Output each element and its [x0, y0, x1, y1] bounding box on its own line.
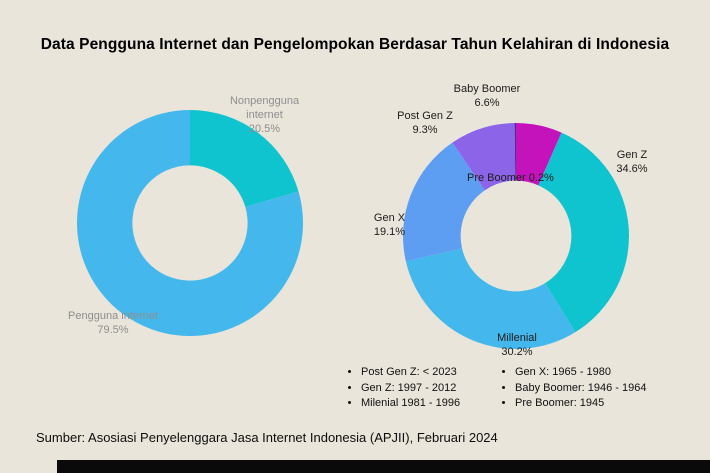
label-pengguna-pct: 79.5%: [97, 324, 129, 336]
label-millenial: Millenial 30.2%: [487, 331, 547, 359]
slice-pengguna-internet: [77, 110, 303, 336]
label-nonpengguna-internet: Nonpengguna internet 20.5%: [212, 94, 317, 136]
slice-gen-z: [538, 132, 629, 333]
slice-millenial: [405, 248, 576, 349]
label-nonpengguna-pct: 20.5%: [248, 123, 281, 135]
legend-item-gen-z: Gen Z: 1997 - 2012: [361, 382, 460, 395]
label-gen-x: Gen X 19.1%: [362, 211, 417, 239]
slice-pre-boomer: [514, 123, 516, 181]
legend-item-pre-boomer: Pre Boomer: 1945: [515, 397, 646, 410]
label-gen-x-name: Gen X: [373, 212, 406, 224]
label-gen-z-pct: 34.6%: [616, 163, 648, 175]
label-pengguna-name: Pengguna internet: [68, 310, 158, 322]
label-pre-boomer-pct: 0.2%: [528, 172, 554, 184]
legend-item-baby-boomer: Baby Boomer: 1946 - 1964: [515, 382, 646, 395]
label-gen-x-pct: 19.1%: [373, 226, 406, 238]
label-baby-boomer-name: Baby Boomer: [453, 83, 521, 95]
label-post-gen-z: Post Gen Z 9.3%: [394, 109, 456, 137]
label-pengguna-internet: Pengguna internet 79.5%: [58, 309, 168, 337]
bottom-bar: [57, 460, 710, 473]
label-millenial-pct: 30.2%: [501, 346, 533, 358]
legend-item-post-gen-z: Post Gen Z: < 2023: [361, 366, 460, 379]
donut-chart-internet-users: [77, 110, 303, 336]
legend-column-2: Gen X: 1965 - 1980 Baby Boomer: 1946 - 1…: [500, 366, 646, 413]
label-gen-z: Gen Z 34.6%: [603, 148, 661, 176]
source-citation: Sumber: Asosiasi Penyelenggara Jasa Inte…: [36, 430, 498, 445]
slice-baby-boomer: [516, 123, 562, 186]
slice-nonpengguna-internet: [190, 110, 299, 207]
slice-post-gen-z: [452, 123, 516, 191]
label-gen-z-name: Gen Z: [616, 149, 648, 161]
legend-item-gen-x: Gen X: 1965 - 1980: [515, 366, 646, 379]
label-pre-boomer: Pre Boomer 0.2%: [467, 171, 562, 185]
label-baby-boomer: Baby Boomer 6.6%: [447, 82, 527, 110]
label-millenial-name: Millenial: [497, 332, 537, 344]
page-title: Data Pengguna Internet dan Pengelompokan…: [40, 36, 670, 53]
legend-item-milenial: Milenial 1981 - 1996: [361, 397, 460, 410]
legend-column-1: Post Gen Z: < 2023 Gen Z: 1997 - 2012 Mi…: [346, 366, 460, 413]
label-baby-boomer-pct: 6.6%: [474, 97, 500, 109]
donut-chart-generations: [403, 123, 629, 349]
label-post-gen-z-name: Post Gen Z: [397, 110, 453, 122]
label-pre-boomer-name: Pre Boomer: [467, 172, 526, 184]
label-nonpengguna-name: Nonpengguna internet: [229, 95, 300, 121]
slice-gen-x: [403, 142, 485, 262]
label-post-gen-z-pct: 9.3%: [412, 124, 438, 136]
